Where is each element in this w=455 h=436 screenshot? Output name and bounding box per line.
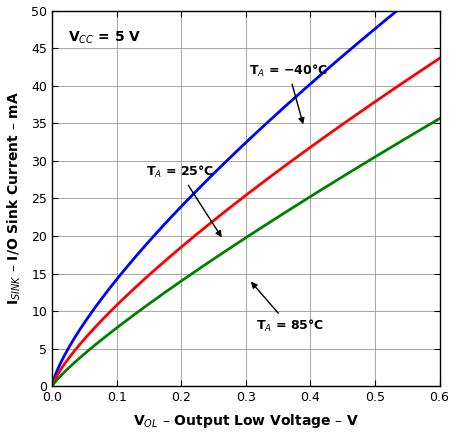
Text: T$_A$ = −40°C: T$_A$ = −40°C bbox=[249, 63, 328, 123]
X-axis label: V$_{OL}$ – Output Low Voltage – V: V$_{OL}$ – Output Low Voltage – V bbox=[133, 412, 359, 430]
Y-axis label: I$_{SINK}$ – I/O Sink Current – mA: I$_{SINK}$ – I/O Sink Current – mA bbox=[5, 92, 23, 305]
Text: V$_{CC}$ = 5 V: V$_{CC}$ = 5 V bbox=[68, 29, 142, 46]
Text: T$_A$ = 25°C: T$_A$ = 25°C bbox=[146, 164, 221, 236]
Text: T$_A$ = 85°C: T$_A$ = 85°C bbox=[252, 283, 324, 334]
